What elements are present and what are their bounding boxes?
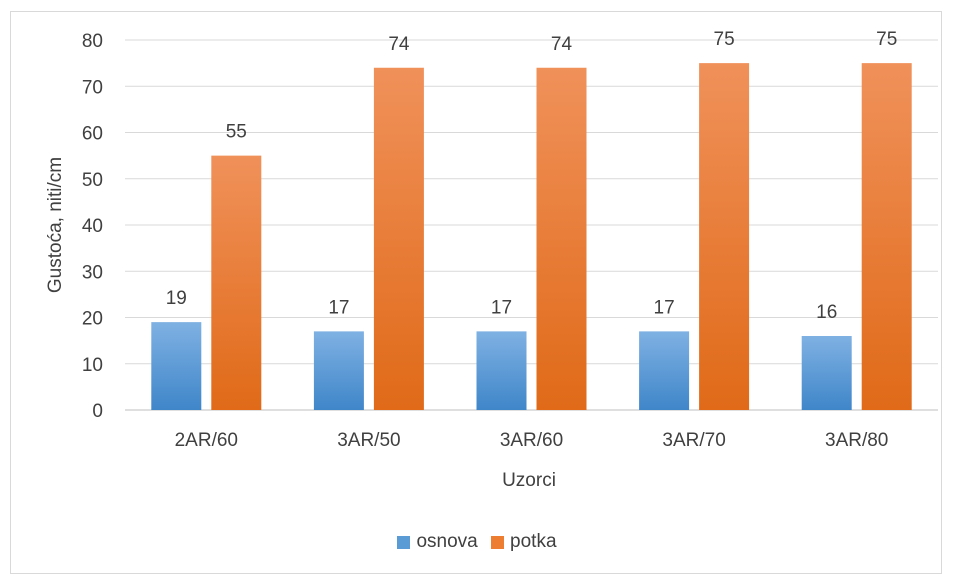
legend-item-potka: potka xyxy=(491,531,557,553)
legend-label-potka: potka xyxy=(510,531,557,552)
y-tick-label: 60 xyxy=(82,124,103,145)
bar-osnova-2AR/60 xyxy=(151,322,202,410)
y-tick-label: 30 xyxy=(82,262,103,283)
data-label-osnova: 19 xyxy=(166,288,187,309)
chart-frame xyxy=(10,11,942,574)
legend-item-osnova: osnova xyxy=(397,531,478,553)
data-label-potka: 75 xyxy=(876,29,897,50)
x-tick-label: 3AR/60 xyxy=(500,430,563,451)
legend-label-osnova: osnova xyxy=(416,531,478,552)
y-tick-label: 70 xyxy=(82,77,103,98)
bars xyxy=(151,63,912,410)
x-axis-title: Uzorci xyxy=(502,470,556,491)
bar-potka-3AR/70 xyxy=(699,63,750,410)
data-label-osnova: 17 xyxy=(654,297,675,318)
axis-ticks: 0 10 20 30 40 50 60 70 80 2AR/60 3AR/50 3AR/60 3AR/7… xyxy=(82,31,889,451)
x-tick-label: 2AR/60 xyxy=(175,430,238,451)
data-label-osnova: 17 xyxy=(328,297,349,318)
y-tick-label: 80 xyxy=(82,31,103,52)
data-label-potka: 74 xyxy=(388,34,410,55)
legend-swatch-osnova xyxy=(397,535,411,549)
bar-osnova-3AR/70 xyxy=(639,331,690,410)
data-label-osnova: 17 xyxy=(491,297,512,318)
bar-potka-2AR/60 xyxy=(211,155,262,410)
y-tick-label: 20 xyxy=(82,309,103,330)
x-tick-label: 3AR/70 xyxy=(662,430,725,451)
x-tick-label: 3AR/50 xyxy=(337,430,400,451)
bar-osnova-3AR/80 xyxy=(801,336,852,410)
bar-osnova-3AR/50 xyxy=(313,331,364,410)
x-tick-label: 3AR/80 xyxy=(825,430,888,451)
bar-potka-3AR/50 xyxy=(373,67,424,410)
bar-potka-3AR/80 xyxy=(861,63,912,410)
data-label-osnova: 16 xyxy=(816,302,837,323)
bar-potka-3AR/60 xyxy=(536,67,587,410)
y-tick-label: 40 xyxy=(82,216,103,237)
legend-swatch-potka xyxy=(491,535,505,549)
bar-osnova-3AR/60 xyxy=(476,331,527,410)
data-labels: 19 55 17 74 17 74 17 75 16 75 xyxy=(166,29,898,323)
data-label-potka: 74 xyxy=(551,34,573,55)
legend: osnova potka xyxy=(0,531,954,555)
y-tick-label: 0 xyxy=(92,401,103,422)
data-label-potka: 55 xyxy=(226,122,247,143)
y-tick-label: 50 xyxy=(82,170,103,191)
y-tick-label: 10 xyxy=(82,355,103,376)
data-label-potka: 75 xyxy=(714,29,735,50)
y-axis-title: Gustoća, niti/cm xyxy=(45,157,66,293)
